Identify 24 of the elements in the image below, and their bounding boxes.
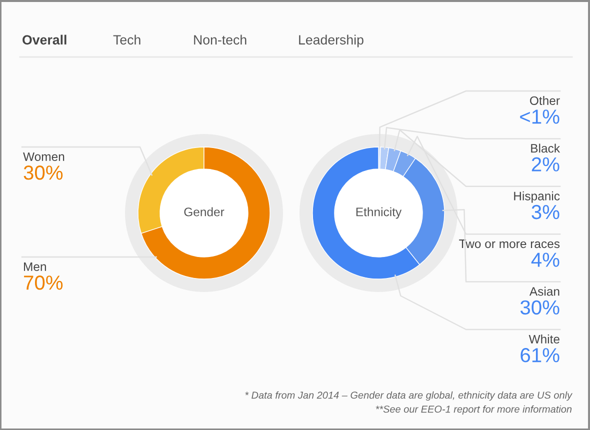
data-label: 70%	[24, 276, 63, 290]
data-label: 30%	[520, 300, 560, 315]
slice-label: Two or more races	[459, 240, 560, 248]
text: Tech	[113, 34, 140, 45]
text: Leadership	[299, 34, 364, 48]
data-label: 3%	[532, 204, 560, 220]
slice-label: White	[528, 334, 560, 344]
data-label: 61%	[520, 348, 560, 362]
text: Overall	[22, 34, 66, 45]
data-label: <1%	[520, 110, 560, 124]
data-label: 4%	[531, 252, 560, 267]
text: Non-tech	[194, 34, 246, 45]
slice-label: Other	[530, 96, 560, 105]
slice-label: Asian	[529, 286, 560, 296]
data-label: 30%	[24, 166, 63, 180]
slice-label: Hispanic	[514, 191, 560, 203]
text: * Data from Jan 2014 – Gender data are global, ethnicity data are US only	[245, 391, 573, 401]
data-label: 2%	[532, 157, 560, 172]
text: Ethnicity	[356, 207, 402, 219]
slice-label: Women	[23, 152, 64, 161]
text: **See our EEO-1 report for more information	[376, 405, 572, 415]
slice-label: Black	[531, 144, 560, 153]
text: Gender	[184, 207, 224, 216]
slice-label: Men	[24, 262, 46, 271]
